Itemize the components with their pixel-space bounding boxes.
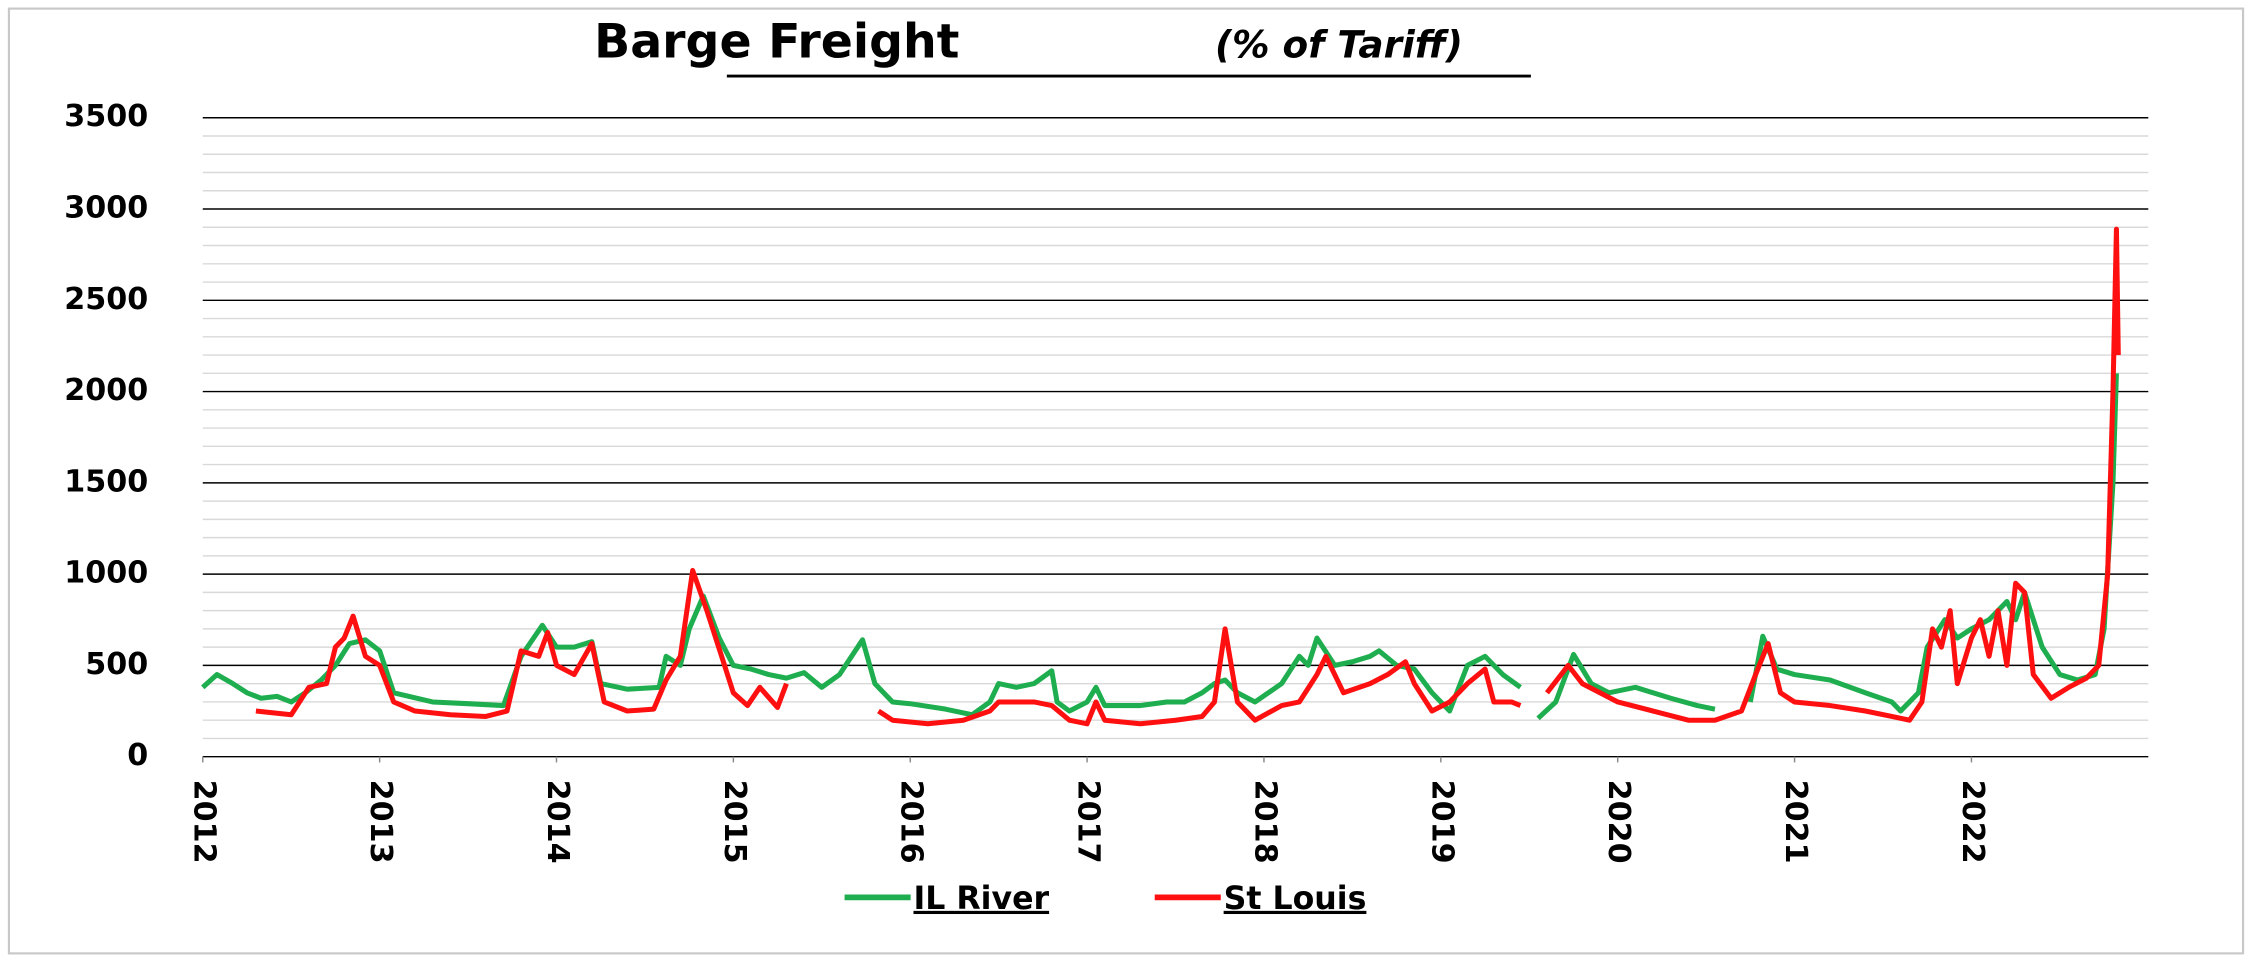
legend-label: IL River xyxy=(913,881,1049,917)
x-tick-label: 2018 xyxy=(1247,780,1282,864)
x-tick-label: 2013 xyxy=(363,780,398,864)
x-tick-label: 2012 xyxy=(186,780,221,864)
page: {"chart_data": {"type": "line", "title":… xyxy=(0,0,2252,962)
y-tick-label: 2000 xyxy=(64,373,148,408)
chart-border xyxy=(9,9,2243,954)
chart-subtitle: (% of Tariff) xyxy=(1215,22,1463,66)
x-tick-label: 2020 xyxy=(1601,780,1636,864)
x-tick-label: 2017 xyxy=(1071,780,1106,864)
x-tick-label: 2015 xyxy=(717,780,752,864)
y-tick-label: 0 xyxy=(127,738,148,773)
y-tick-label: 1500 xyxy=(64,464,148,499)
y-tick-label: 500 xyxy=(85,647,148,682)
x-tick-label: 2019 xyxy=(1424,780,1459,864)
legend-label: St Louis xyxy=(1224,881,1367,917)
y-tick-label: 1000 xyxy=(64,556,148,591)
y-tick-label: 3500 xyxy=(64,99,148,134)
y-tick-label: 3000 xyxy=(64,191,148,226)
x-tick-label: 2021 xyxy=(1778,780,1813,864)
chart: Barge Freight (% of Tariff) 0 500 1000 1500… xyxy=(0,0,2252,962)
y-tick-label: 2500 xyxy=(64,282,148,317)
x-tick-label: 2014 xyxy=(540,780,575,864)
x-tick-label: 2022 xyxy=(1955,780,1990,864)
chart-title: Barge Freight xyxy=(594,14,959,69)
x-tick-label: 2016 xyxy=(894,780,929,864)
